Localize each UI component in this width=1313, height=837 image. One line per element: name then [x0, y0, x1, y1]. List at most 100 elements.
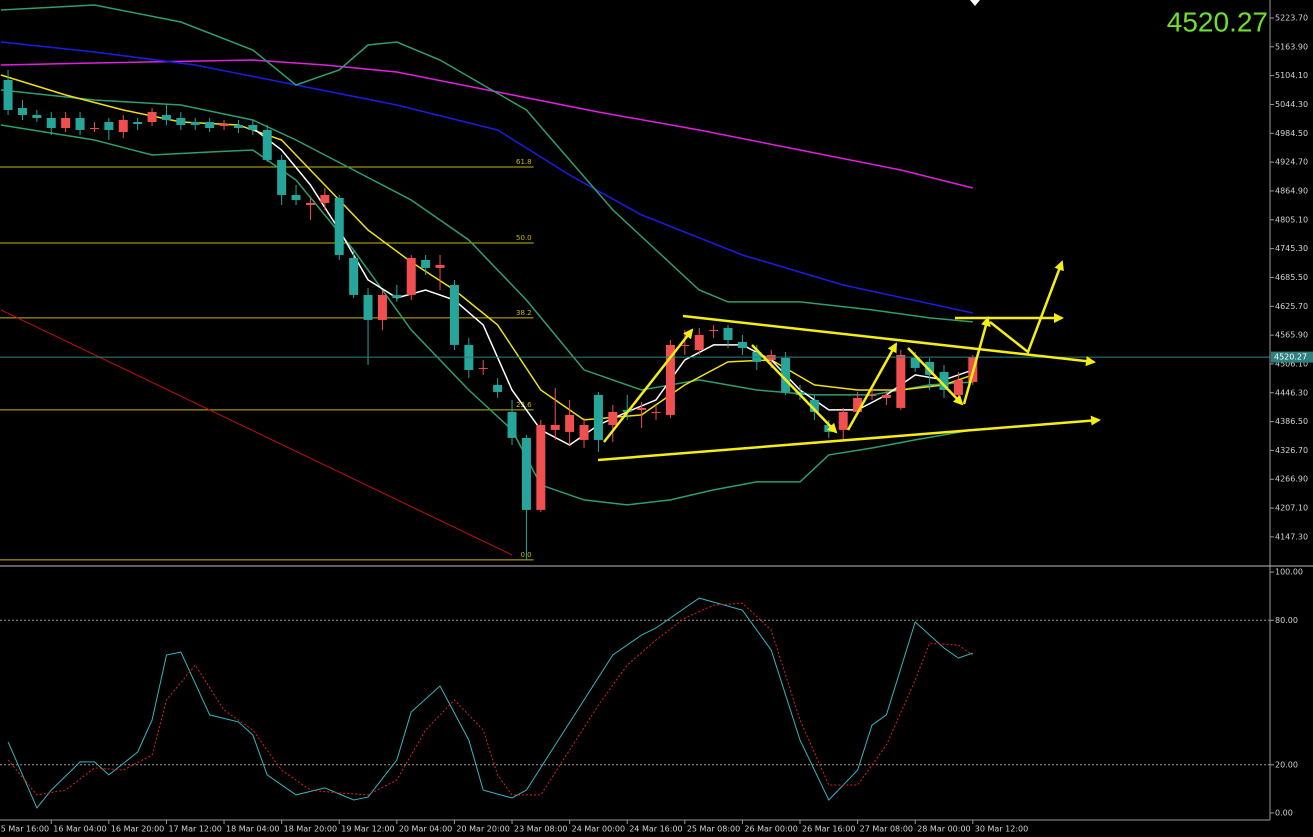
candle-body: [593, 394, 603, 440]
y-tick-label: 5163.90: [1275, 42, 1308, 51]
candle-body: [248, 124, 258, 130]
y-tick-label: 4565.90: [1275, 331, 1308, 340]
candle-body: [320, 194, 330, 203]
candle-body: [75, 117, 85, 130]
candle-body: [421, 259, 431, 268]
trend-line: [597, 415, 1101, 462]
indicator-line: [0, 59, 973, 189]
candle-body: [896, 354, 906, 408]
candle-body: [665, 344, 675, 415]
y-tick-label: 4386.50: [1275, 417, 1308, 426]
candle-body: [133, 121, 143, 124]
candle-body: [219, 123, 229, 126]
candle-body: [349, 257, 359, 295]
candle-body: [3, 79, 13, 110]
candle-body: [89, 127, 99, 129]
y-tick-label: 4446.30: [1275, 388, 1308, 397]
candle-body: [637, 407, 647, 410]
candle-body: [262, 129, 272, 160]
candle-body: [392, 294, 402, 298]
indicator-line: [0, 309, 513, 556]
y-tick-label: 4326.70: [1275, 446, 1308, 455]
price-panel: 61.850.038.223.60.0: [0, 4, 1270, 561]
candle-body: [377, 294, 387, 320]
x-tick-label: 26 Mar 00:00: [744, 825, 797, 834]
candle-body: [435, 264, 445, 268]
candle-body: [867, 394, 877, 396]
candle-body: [334, 197, 344, 255]
indicator-line: [0, 41, 973, 314]
y-tick-label: 5104.10: [1275, 71, 1308, 80]
arrow: [751, 344, 838, 434]
y-tick-label: 4685.50: [1275, 273, 1308, 282]
candle-body: [17, 107, 27, 115]
arrow: [962, 316, 991, 405]
candle-body: [709, 329, 719, 331]
candle-body: [190, 121, 200, 125]
y-tick-label: 4207.10: [1275, 504, 1308, 513]
y-tick-label: 4266.90: [1275, 475, 1308, 484]
x-tick-label: 18 Mar 20:00: [284, 825, 337, 834]
fib-label: 23.6: [516, 401, 532, 409]
y-tick-label: 5044.30: [1275, 100, 1308, 109]
arrow: [989, 260, 1064, 355]
arrow: [603, 328, 694, 443]
x-tick-label: 28 Mar 00:00: [917, 825, 970, 834]
y-tick-label: 20.00: [1275, 760, 1298, 769]
candle-body: [205, 121, 215, 128]
x-tick-label: 27 Mar 08:00: [860, 825, 913, 834]
last-price-label: 4520.27: [1274, 353, 1307, 362]
x-tick-label: 25 Mar 08:00: [687, 825, 740, 834]
candle-body: [478, 367, 488, 369]
candle-body: [565, 414, 575, 432]
candle-body: [104, 121, 114, 130]
oscillator-line: [7, 597, 973, 809]
shift-marker: [970, 0, 980, 6]
indicator-line: [0, 89, 973, 396]
candle-body: [838, 411, 848, 430]
fib-label: 61.8: [516, 158, 532, 166]
y-tick-label: 4864.90: [1275, 186, 1308, 195]
candle-body: [521, 437, 531, 510]
candle-body: [277, 159, 287, 195]
indicator-line: [0, 4, 973, 323]
y-tick-label: 4147.30: [1275, 532, 1308, 541]
y-tick-label: 100.00: [1275, 568, 1303, 577]
candle-body: [910, 357, 920, 368]
y-tick-label: 0.00: [1275, 808, 1293, 817]
current-price: 4520.27: [1167, 6, 1268, 37]
x-tick-label: 23 Mar 08:00: [514, 825, 567, 834]
candle-body: [809, 399, 819, 412]
candle-body: [291, 194, 301, 200]
candle-body: [536, 424, 546, 510]
x-tick-label: 17 Mar 12:00: [168, 825, 221, 834]
y-tick-label: 4506.10: [1275, 359, 1308, 368]
candle-body: [723, 327, 733, 340]
x-tick-label: 24 Mar 00:00: [572, 825, 625, 834]
candle-body: [939, 371, 949, 390]
x-tick-label: 26 Mar 16:00: [802, 825, 855, 834]
fib-label: 38.2: [516, 309, 532, 317]
last-price-tag: [1271, 351, 1313, 363]
candle-body: [853, 397, 863, 412]
trend-line: [682, 314, 1096, 367]
x-tick-label: 20 Mar 20:00: [456, 825, 509, 834]
y-tick-label: 80.00: [1275, 616, 1298, 625]
candle-body: [953, 379, 963, 395]
arrow: [907, 347, 964, 406]
fib-label: 50.0: [516, 234, 532, 242]
candle-body: [781, 357, 791, 392]
y-tick-label: 5223.70: [1275, 13, 1308, 22]
x-tick-label: 16 Mar 20:00: [111, 825, 164, 834]
candle-body: [161, 114, 171, 120]
candle-body: [579, 424, 589, 440]
candle-body: [493, 384, 503, 392]
y-tick-label: 4745.30: [1275, 244, 1308, 253]
candle-body: [507, 411, 517, 438]
candle-body: [46, 117, 56, 128]
x-tick-label: 20 Mar 04:00: [399, 825, 452, 834]
x-tick-label: 30 Mar 12:00: [975, 825, 1028, 834]
